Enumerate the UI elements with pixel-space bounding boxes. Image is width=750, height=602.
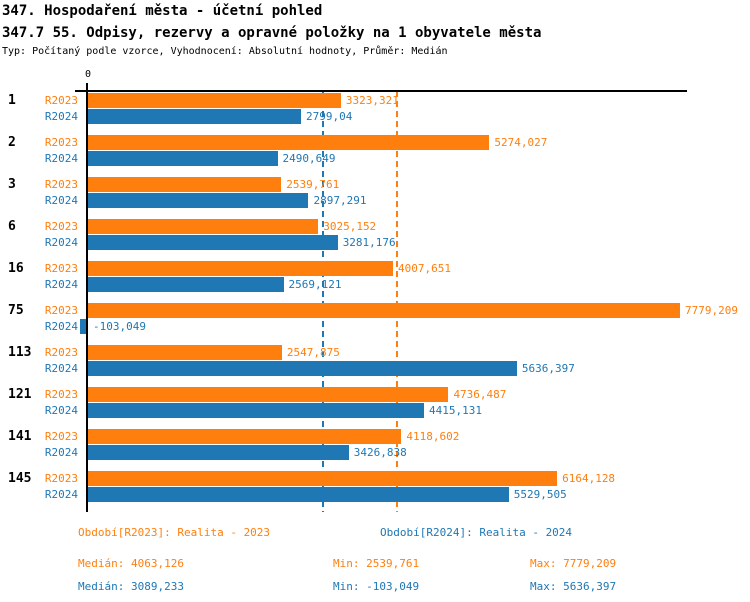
bar-r2023-cat75 [88,303,680,318]
category-label: 145 [8,471,32,486]
stat-min-r2024: Min: -103,049 [333,580,420,593]
bar-group-1: 1 R2023 3323,321 R2024 2799,04 [0,93,750,124]
bar-r2024-cat1 [88,109,301,124]
series-label-r2023: R2023 [44,346,78,359]
series-label-r2023: R2023 [44,178,78,191]
bar-r2024-cat145 [88,487,509,502]
category-label: 2 [8,135,16,150]
value-label-r2024-cat2: 2490,649 [282,152,336,165]
bar-r2024-cat113 [88,361,517,376]
category-label: 113 [8,345,32,360]
stat-max-r2024: Max: 5636,397 [530,580,617,593]
category-label: 75 [8,303,24,318]
value-label-r2024-cat3: 2897,291 [313,194,367,207]
stat-min-r2023: Min: 2539,761 [333,557,420,570]
bar-r2024-cat2 [88,151,278,166]
value-label-r2023-cat113: 2547,875 [286,346,340,359]
series-label-r2024: R2024 [44,110,78,123]
stat-max-r2023: Max: 7779,209 [530,557,617,570]
series-label-r2024: R2024 [44,236,78,249]
bar-group-3: 3 R2023 2539,761 R2024 2897,291 [0,177,750,208]
bar-r2023-cat121 [88,387,449,402]
bar-group-141: 141 R2023 4118,602 R2024 3426,838 [0,429,750,460]
series-label-r2023: R2023 [44,262,78,275]
series-label-r2024: R2024 [44,362,78,375]
bar-r2023-cat6 [88,219,319,234]
series-label-r2024: R2024 [44,152,78,165]
series-label-r2024: R2024 [44,278,78,291]
value-label-r2023-cat145: 6164,128 [562,472,616,485]
category-label: 3 [8,177,16,192]
bar-r2023-cat16 [88,261,393,276]
bar-group-16: 16 R2023 4007,651 R2024 2569,121 [0,261,750,292]
median-line-r2023 [396,91,399,512]
page-title: 347. Hospodaření města - účetní pohled [2,3,323,19]
bar-group-75: 75 R2023 7779,209 R2024 -103,049 [0,303,750,334]
series-label-r2024: R2024 [44,320,78,333]
series-label-r2023: R2023 [44,430,78,443]
value-label-r2024-cat145: 5529,505 [513,488,567,501]
bar-group-121: 121 R2023 4736,487 R2024 4415,131 [0,387,750,418]
series-label-r2024: R2024 [44,404,78,417]
value-label-r2023-cat75: 7779,209 [685,304,738,317]
series-label-r2023: R2023 [44,388,78,401]
bar-r2023-cat145 [88,471,558,486]
bar-r2023-cat1 [88,93,341,108]
bar-r2024-cat75 [80,319,88,334]
x-axis-zero-tick-label: 0 [84,69,92,80]
value-label-r2023-cat6: 3025,152 [323,220,377,233]
bar-r2023-cat141 [88,429,402,444]
stat-median-r2024: Medián: 3089,233 [78,580,184,593]
value-label-r2023-cat16: 4007,651 [397,262,451,275]
bar-r2023-cat113 [88,345,282,360]
value-label-r2023-cat2: 5274,027 [494,136,548,149]
value-label-r2024-cat6: 3281,176 [342,236,396,249]
value-label-r2023-cat1: 3323,321 [345,94,399,107]
chart-subtitle: 347.7 55. Odpisy, rezervy a opravné polo… [2,25,542,41]
value-label-r2024-cat16: 2569,121 [288,278,342,291]
bar-group-6: 6 R2023 3025,152 R2024 3281,176 [0,219,750,250]
bar-r2024-cat3 [88,193,309,208]
series-label-r2023: R2023 [44,472,78,485]
value-label-r2024-cat75: -103,049 [93,320,146,333]
bar-group-113: 113 R2023 2547,875 R2024 5636,397 [0,345,750,376]
value-label-r2023-cat3: 2539,761 [286,178,340,191]
legend-entry-r2023: Období[R2023]: Realita - 2023 [78,526,271,539]
series-label-r2023: R2023 [44,136,78,149]
bar-r2024-cat6 [88,235,338,250]
bar-group-2: 2 R2023 5274,027 R2024 2490,649 [0,135,750,166]
series-label-r2023: R2023 [44,94,78,107]
bar-r2024-cat16 [88,277,284,292]
category-label: 121 [8,387,32,402]
category-label: 16 [8,261,24,276]
series-label-r2024: R2024 [44,488,78,501]
category-label: 6 [8,219,16,234]
value-label-r2024-cat1: 2799,04 [306,110,353,123]
series-label-r2023: R2023 [44,304,78,317]
value-label-r2024-cat141: 3426,838 [353,446,407,459]
value-label-r2023-cat141: 4118,602 [406,430,460,443]
stat-median-r2023: Medián: 4063,126 [78,557,184,570]
chart-meta-line: Typ: Počítaný podle vzorce, Vyhodnocení:… [2,46,448,57]
series-label-r2024: R2024 [44,446,78,459]
x-axis-line [75,90,687,92]
median-line-r2024 [322,91,325,512]
series-label-r2023: R2023 [44,220,78,233]
category-label: 141 [8,429,32,444]
bar-r2023-cat2 [88,135,490,150]
value-label-r2023-cat121: 4736,487 [453,388,507,401]
bar-r2024-cat141 [88,445,349,460]
value-label-r2024-cat113: 5636,397 [521,362,575,375]
value-label-r2024-cat121: 4415,131 [428,404,482,417]
category-label: 1 [8,93,16,108]
bar-r2024-cat121 [88,403,424,418]
legend-entry-r2024: Období[R2024]: Realita - 2024 [380,526,573,539]
bar-group-145: 145 R2023 6164,128 R2024 5529,505 [0,471,750,502]
zero-baseline [86,83,88,512]
bar-r2023-cat3 [88,177,282,192]
series-label-r2024: R2024 [44,194,78,207]
